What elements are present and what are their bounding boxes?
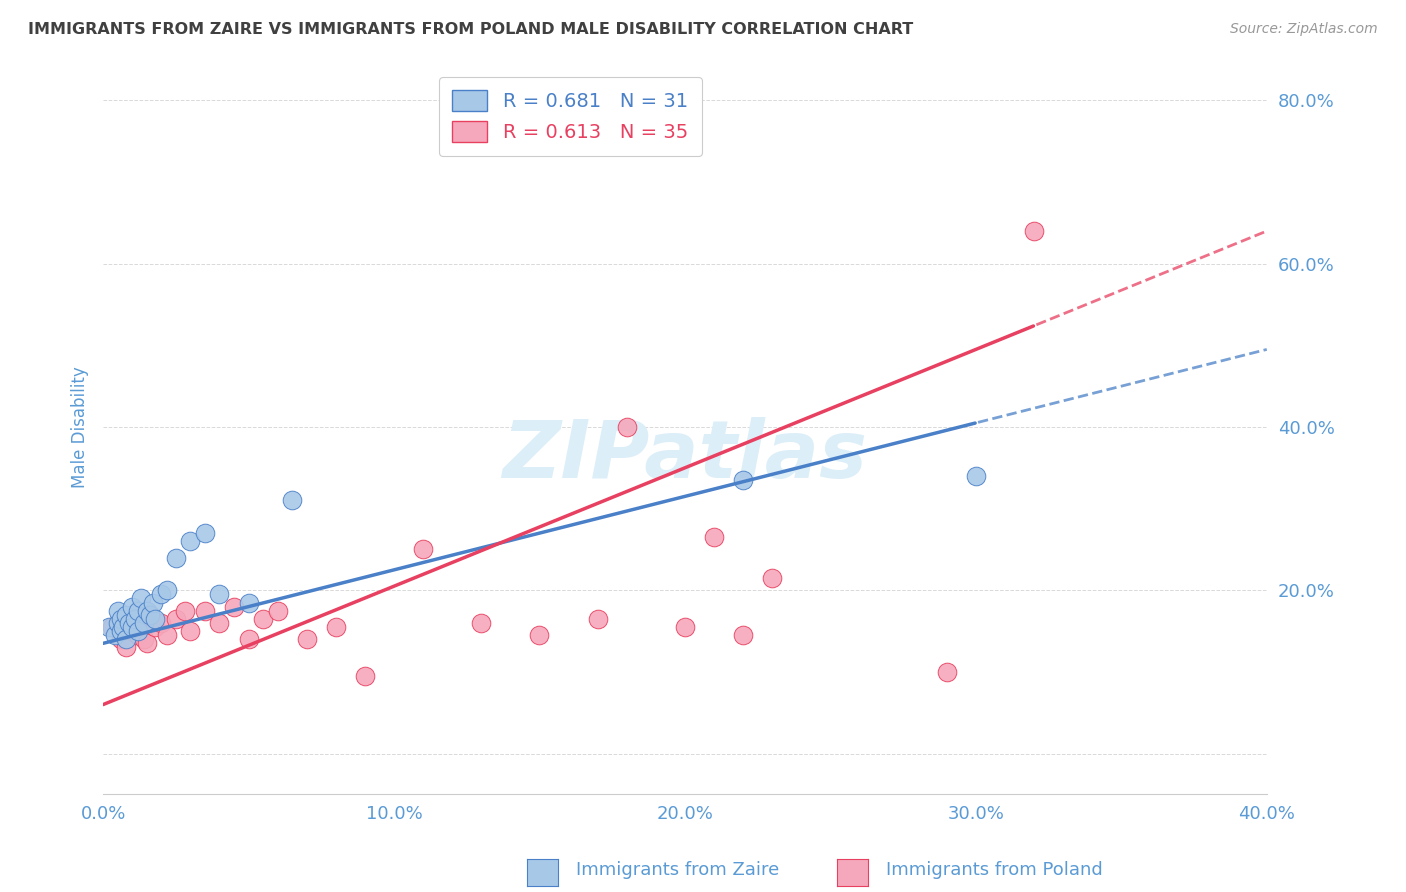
Point — [132, 632, 155, 647]
Point — [1022, 224, 1045, 238]
Point — [156, 583, 179, 598]
Point — [222, 599, 245, 614]
Point — [412, 542, 434, 557]
Point — [179, 624, 201, 638]
Point — [208, 615, 231, 630]
Point — [703, 530, 725, 544]
Point — [965, 469, 987, 483]
Point — [295, 632, 318, 647]
Text: ZIPatlas: ZIPatlas — [502, 417, 868, 495]
Point — [673, 620, 696, 634]
Point — [129, 615, 152, 630]
Text: Source: ZipAtlas.com: Source: ZipAtlas.com — [1230, 22, 1378, 37]
Point — [150, 587, 173, 601]
Point — [115, 607, 138, 622]
Point — [145, 612, 167, 626]
Point — [156, 628, 179, 642]
Point — [354, 669, 377, 683]
Point — [173, 604, 195, 618]
Point — [935, 665, 957, 679]
Point — [238, 632, 260, 647]
Point — [104, 628, 127, 642]
Point — [616, 420, 638, 434]
Point — [529, 628, 551, 642]
Point — [281, 493, 304, 508]
Point — [165, 612, 187, 626]
Point — [110, 632, 132, 647]
Point — [121, 624, 143, 638]
Text: Immigrants from Zaire: Immigrants from Zaire — [576, 861, 780, 879]
Point — [325, 620, 347, 634]
Point — [135, 636, 157, 650]
Point — [115, 632, 138, 647]
Point — [118, 615, 141, 630]
Point — [101, 620, 124, 634]
Point — [266, 604, 288, 618]
Point — [194, 604, 217, 618]
Y-axis label: Male Disability: Male Disability — [72, 366, 89, 488]
Point — [142, 595, 165, 609]
Point — [138, 607, 160, 622]
Point — [115, 640, 138, 655]
Point — [761, 571, 783, 585]
Text: IMMIGRANTS FROM ZAIRE VS IMMIGRANTS FROM POLAND MALE DISABILITY CORRELATION CHAR: IMMIGRANTS FROM ZAIRE VS IMMIGRANTS FROM… — [28, 22, 914, 37]
Point — [110, 612, 132, 626]
Point — [127, 624, 149, 638]
Point — [107, 615, 129, 630]
Point — [127, 604, 149, 618]
Point — [208, 587, 231, 601]
Point — [252, 612, 274, 626]
Point — [124, 612, 146, 626]
Point — [132, 615, 155, 630]
Point — [121, 599, 143, 614]
Point — [129, 591, 152, 606]
Point — [179, 534, 201, 549]
Point — [135, 604, 157, 618]
Point — [733, 628, 755, 642]
Point — [127, 628, 149, 642]
Point — [112, 620, 135, 634]
Point — [138, 607, 160, 622]
Point — [110, 624, 132, 638]
Point — [107, 604, 129, 618]
Point — [470, 615, 492, 630]
Point — [150, 615, 173, 630]
Point — [97, 620, 120, 634]
Point — [145, 620, 167, 634]
Point — [121, 620, 143, 634]
Legend: R = 0.681   N = 31, R = 0.613   N = 35: R = 0.681 N = 31, R = 0.613 N = 35 — [439, 77, 702, 156]
Point — [586, 612, 609, 626]
Point — [194, 526, 217, 541]
Point — [165, 550, 187, 565]
Text: Immigrants from Poland: Immigrants from Poland — [886, 861, 1102, 879]
Point — [238, 595, 260, 609]
Point — [733, 473, 755, 487]
